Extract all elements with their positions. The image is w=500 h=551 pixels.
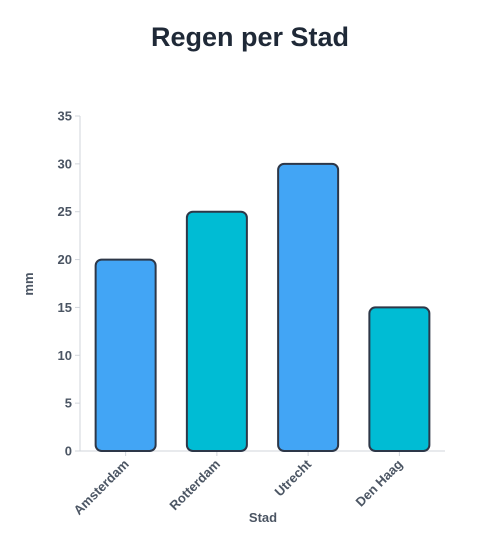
y-ticks: 0 5 10 15 20 25 30 35 xyxy=(58,109,80,459)
x-tick-label: Den Haag xyxy=(352,456,405,509)
bar-amsterdam[interactable] xyxy=(94,258,157,453)
x-axis-title: Stad xyxy=(249,510,277,525)
y-tick-label: 25 xyxy=(58,204,72,219)
y-tick-label: 35 xyxy=(58,109,72,124)
y-tick-label: 30 xyxy=(58,156,72,171)
y-axis-title: mm xyxy=(21,272,36,295)
bars xyxy=(94,162,431,453)
bar-den-haag[interactable] xyxy=(368,306,431,452)
x-ticks: Amsterdam Rotterdam Utrecht Den Haag xyxy=(71,451,406,518)
y-axis: 0 5 10 15 20 25 30 35 xyxy=(58,109,81,459)
y-tick-label: 0 xyxy=(65,444,72,459)
x-tick-label: Utrecht xyxy=(271,456,314,499)
x-tick-label: Rotterdam xyxy=(166,457,223,514)
chart-title: Regen per Stad xyxy=(150,22,350,52)
x-axis: Amsterdam Rotterdam Utrecht Den Haag xyxy=(71,450,445,518)
y-tick-label: 10 xyxy=(58,348,72,363)
y-tick-label: 15 xyxy=(58,300,72,315)
x-tick-label: Amsterdam xyxy=(71,457,132,518)
y-tick-label: 20 xyxy=(58,252,72,267)
y-tick-label: 5 xyxy=(65,396,72,411)
bar-rotterdam[interactable] xyxy=(185,210,248,452)
bar-utrecht[interactable] xyxy=(277,162,340,452)
